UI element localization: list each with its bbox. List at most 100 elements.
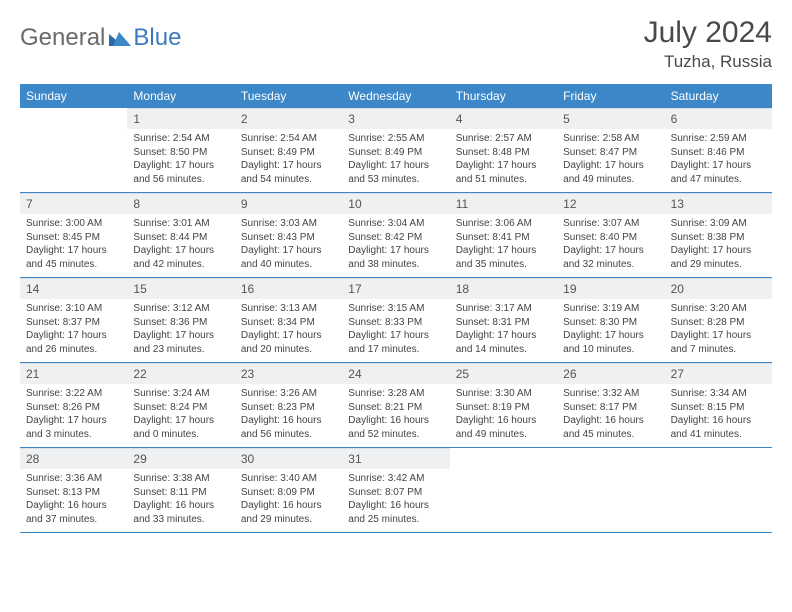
day-info: Sunrise: 3:10 AMSunset: 8:37 PMDaylight:… (20, 299, 127, 362)
daylight-text: Daylight: 16 hours and 33 minutes. (133, 499, 228, 526)
sunset-text: Sunset: 8:36 PM (133, 316, 228, 330)
sunrise-text: Sunrise: 3:12 AM (133, 302, 228, 316)
day-label: Wednesday (342, 84, 449, 108)
day-number: 8 (127, 193, 234, 214)
day-cell: 21Sunrise: 3:22 AMSunset: 8:26 PMDayligh… (20, 363, 127, 447)
location: Tuzha, Russia (644, 52, 772, 72)
sunset-text: Sunset: 8:49 PM (348, 146, 443, 160)
day-cell: 16Sunrise: 3:13 AMSunset: 8:34 PMDayligh… (235, 278, 342, 362)
day-info: Sunrise: 3:00 AMSunset: 8:45 PMDaylight:… (20, 214, 127, 277)
day-number: 30 (235, 448, 342, 469)
daylight-text: Daylight: 16 hours and 52 minutes. (348, 414, 443, 441)
day-info: Sunrise: 2:58 AMSunset: 8:47 PMDaylight:… (557, 129, 664, 192)
day-cell: 18Sunrise: 3:17 AMSunset: 8:31 PMDayligh… (450, 278, 557, 362)
day-info: Sunrise: 3:20 AMSunset: 8:28 PMDaylight:… (665, 299, 772, 362)
sunset-text: Sunset: 8:34 PM (241, 316, 336, 330)
day-cell: 14Sunrise: 3:10 AMSunset: 8:37 PMDayligh… (20, 278, 127, 362)
calendar: Sunday Monday Tuesday Wednesday Thursday… (20, 84, 772, 533)
day-number: 19 (557, 278, 664, 299)
sunset-text: Sunset: 8:48 PM (456, 146, 551, 160)
day-info: Sunrise: 3:26 AMSunset: 8:23 PMDaylight:… (235, 384, 342, 447)
sunrise-text: Sunrise: 3:04 AM (348, 217, 443, 231)
sunset-text: Sunset: 8:49 PM (241, 146, 336, 160)
day-number: 25 (450, 363, 557, 384)
day-info: Sunrise: 3:13 AMSunset: 8:34 PMDaylight:… (235, 299, 342, 362)
daylight-text: Daylight: 17 hours and 49 minutes. (563, 159, 658, 186)
daylight-text: Daylight: 17 hours and 26 minutes. (26, 329, 121, 356)
day-cell: 4Sunrise: 2:57 AMSunset: 8:48 PMDaylight… (450, 108, 557, 192)
brand-triangle-icon (109, 30, 131, 46)
day-number: 7 (20, 193, 127, 214)
day-number: 15 (127, 278, 234, 299)
day-number: 28 (20, 448, 127, 469)
day-info: Sunrise: 3:24 AMSunset: 8:24 PMDaylight:… (127, 384, 234, 447)
sunset-text: Sunset: 8:28 PM (671, 316, 766, 330)
daylight-text: Daylight: 16 hours and 49 minutes. (456, 414, 551, 441)
day-info: Sunrise: 3:12 AMSunset: 8:36 PMDaylight:… (127, 299, 234, 362)
daylight-text: Daylight: 17 hours and 7 minutes. (671, 329, 766, 356)
day-info: Sunrise: 3:38 AMSunset: 8:11 PMDaylight:… (127, 469, 234, 532)
daylight-text: Daylight: 17 hours and 20 minutes. (241, 329, 336, 356)
day-info: Sunrise: 2:54 AMSunset: 8:50 PMDaylight:… (127, 129, 234, 192)
sunset-text: Sunset: 8:21 PM (348, 401, 443, 415)
sunset-text: Sunset: 8:41 PM (456, 231, 551, 245)
day-number: 13 (665, 193, 772, 214)
day-number: 24 (342, 363, 449, 384)
day-number: 3 (342, 108, 449, 129)
daylight-text: Daylight: 16 hours and 37 minutes. (26, 499, 121, 526)
sunrise-text: Sunrise: 3:24 AM (133, 387, 228, 401)
day-info: Sunrise: 3:36 AMSunset: 8:13 PMDaylight:… (20, 469, 127, 532)
daylight-text: Daylight: 17 hours and 3 minutes. (26, 414, 121, 441)
daylight-text: Daylight: 17 hours and 38 minutes. (348, 244, 443, 271)
daylight-text: Daylight: 17 hours and 56 minutes. (133, 159, 228, 186)
daylight-text: Daylight: 17 hours and 32 minutes. (563, 244, 658, 271)
sunset-text: Sunset: 8:47 PM (563, 146, 658, 160)
daylight-text: Daylight: 16 hours and 56 minutes. (241, 414, 336, 441)
day-info: Sunrise: 3:22 AMSunset: 8:26 PMDaylight:… (20, 384, 127, 447)
sunset-text: Sunset: 8:24 PM (133, 401, 228, 415)
sunrise-text: Sunrise: 3:32 AM (563, 387, 658, 401)
brand-logo: General Blue (20, 24, 181, 52)
day-cell: 11Sunrise: 3:06 AMSunset: 8:41 PMDayligh… (450, 193, 557, 277)
week-row: 7Sunrise: 3:00 AMSunset: 8:45 PMDaylight… (20, 193, 772, 278)
daylight-text: Daylight: 17 hours and 23 minutes. (133, 329, 228, 356)
sunset-text: Sunset: 8:42 PM (348, 231, 443, 245)
day-label: Sunday (20, 84, 127, 108)
week-row: 28Sunrise: 3:36 AMSunset: 8:13 PMDayligh… (20, 448, 772, 533)
day-info: Sunrise: 3:28 AMSunset: 8:21 PMDaylight:… (342, 384, 449, 447)
daylight-text: Daylight: 17 hours and 17 minutes. (348, 329, 443, 356)
day-header-row: Sunday Monday Tuesday Wednesday Thursday… (20, 84, 772, 108)
daylight-text: Daylight: 16 hours and 41 minutes. (671, 414, 766, 441)
day-info: Sunrise: 3:01 AMSunset: 8:44 PMDaylight:… (127, 214, 234, 277)
day-number: 2 (235, 108, 342, 129)
day-number: 27 (665, 363, 772, 384)
day-number: 6 (665, 108, 772, 129)
sunset-text: Sunset: 8:44 PM (133, 231, 228, 245)
daylight-text: Daylight: 17 hours and 53 minutes. (348, 159, 443, 186)
day-number: 26 (557, 363, 664, 384)
day-info: Sunrise: 3:30 AMSunset: 8:19 PMDaylight:… (450, 384, 557, 447)
day-cell: 29Sunrise: 3:38 AMSunset: 8:11 PMDayligh… (127, 448, 234, 532)
day-cell: 28Sunrise: 3:36 AMSunset: 8:13 PMDayligh… (20, 448, 127, 532)
day-number: 9 (235, 193, 342, 214)
day-cell: 7Sunrise: 3:00 AMSunset: 8:45 PMDaylight… (20, 193, 127, 277)
day-cell: 31Sunrise: 3:42 AMSunset: 8:07 PMDayligh… (342, 448, 449, 532)
sunset-text: Sunset: 8:37 PM (26, 316, 121, 330)
sunrise-text: Sunrise: 3:17 AM (456, 302, 551, 316)
daylight-text: Daylight: 16 hours and 25 minutes. (348, 499, 443, 526)
day-info: Sunrise: 2:57 AMSunset: 8:48 PMDaylight:… (450, 129, 557, 192)
day-cell: 5Sunrise: 2:58 AMSunset: 8:47 PMDaylight… (557, 108, 664, 192)
sunset-text: Sunset: 8:46 PM (671, 146, 766, 160)
week-row: 14Sunrise: 3:10 AMSunset: 8:37 PMDayligh… (20, 278, 772, 363)
sunrise-text: Sunrise: 3:07 AM (563, 217, 658, 231)
sunset-text: Sunset: 8:11 PM (133, 486, 228, 500)
sunrise-text: Sunrise: 2:58 AM (563, 132, 658, 146)
sunset-text: Sunset: 8:09 PM (241, 486, 336, 500)
day-number: 17 (342, 278, 449, 299)
daylight-text: Daylight: 17 hours and 47 minutes. (671, 159, 766, 186)
brand-part2: Blue (133, 24, 181, 52)
day-info: Sunrise: 3:17 AMSunset: 8:31 PMDaylight:… (450, 299, 557, 362)
sunrise-text: Sunrise: 3:13 AM (241, 302, 336, 316)
sunrise-text: Sunrise: 3:06 AM (456, 217, 551, 231)
day-cell: 2Sunrise: 2:54 AMSunset: 8:49 PMDaylight… (235, 108, 342, 192)
